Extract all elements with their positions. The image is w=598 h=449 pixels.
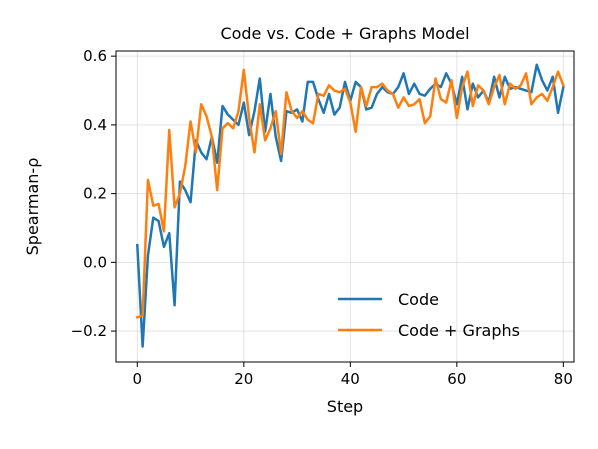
x-axis-label: Step <box>327 397 363 416</box>
y-tick-label: 0.0 <box>83 253 107 271</box>
y-tick-label: 0.4 <box>83 116 107 134</box>
chart-title: Code vs. Code + Graphs Model <box>220 24 469 43</box>
x-tick-label: 80 <box>554 370 573 388</box>
x-tick-label: 20 <box>234 370 253 388</box>
x-tick-label: 60 <box>447 370 466 388</box>
x-tick-label: 40 <box>341 370 360 388</box>
y-tick-label: 0.6 <box>83 47 107 65</box>
x-tick-label: 0 <box>133 370 143 388</box>
legend: Code Code + Graphs <box>338 290 520 340</box>
legend-label: Code + Graphs <box>398 321 520 340</box>
legend-label: Code <box>398 290 439 309</box>
y-tick-label: −0.2 <box>71 322 107 340</box>
y-axis-label: Spearman-ρ <box>23 158 42 256</box>
series-layer <box>135 63 565 348</box>
plot-frame <box>115 50 575 363</box>
series-line-code-graphs <box>135 68 565 319</box>
y-tick-label: 0.2 <box>83 185 107 203</box>
ticks: 0 20 40 60 80 −0.2 0.0 0.2 0.4 0.6 <box>71 47 573 388</box>
